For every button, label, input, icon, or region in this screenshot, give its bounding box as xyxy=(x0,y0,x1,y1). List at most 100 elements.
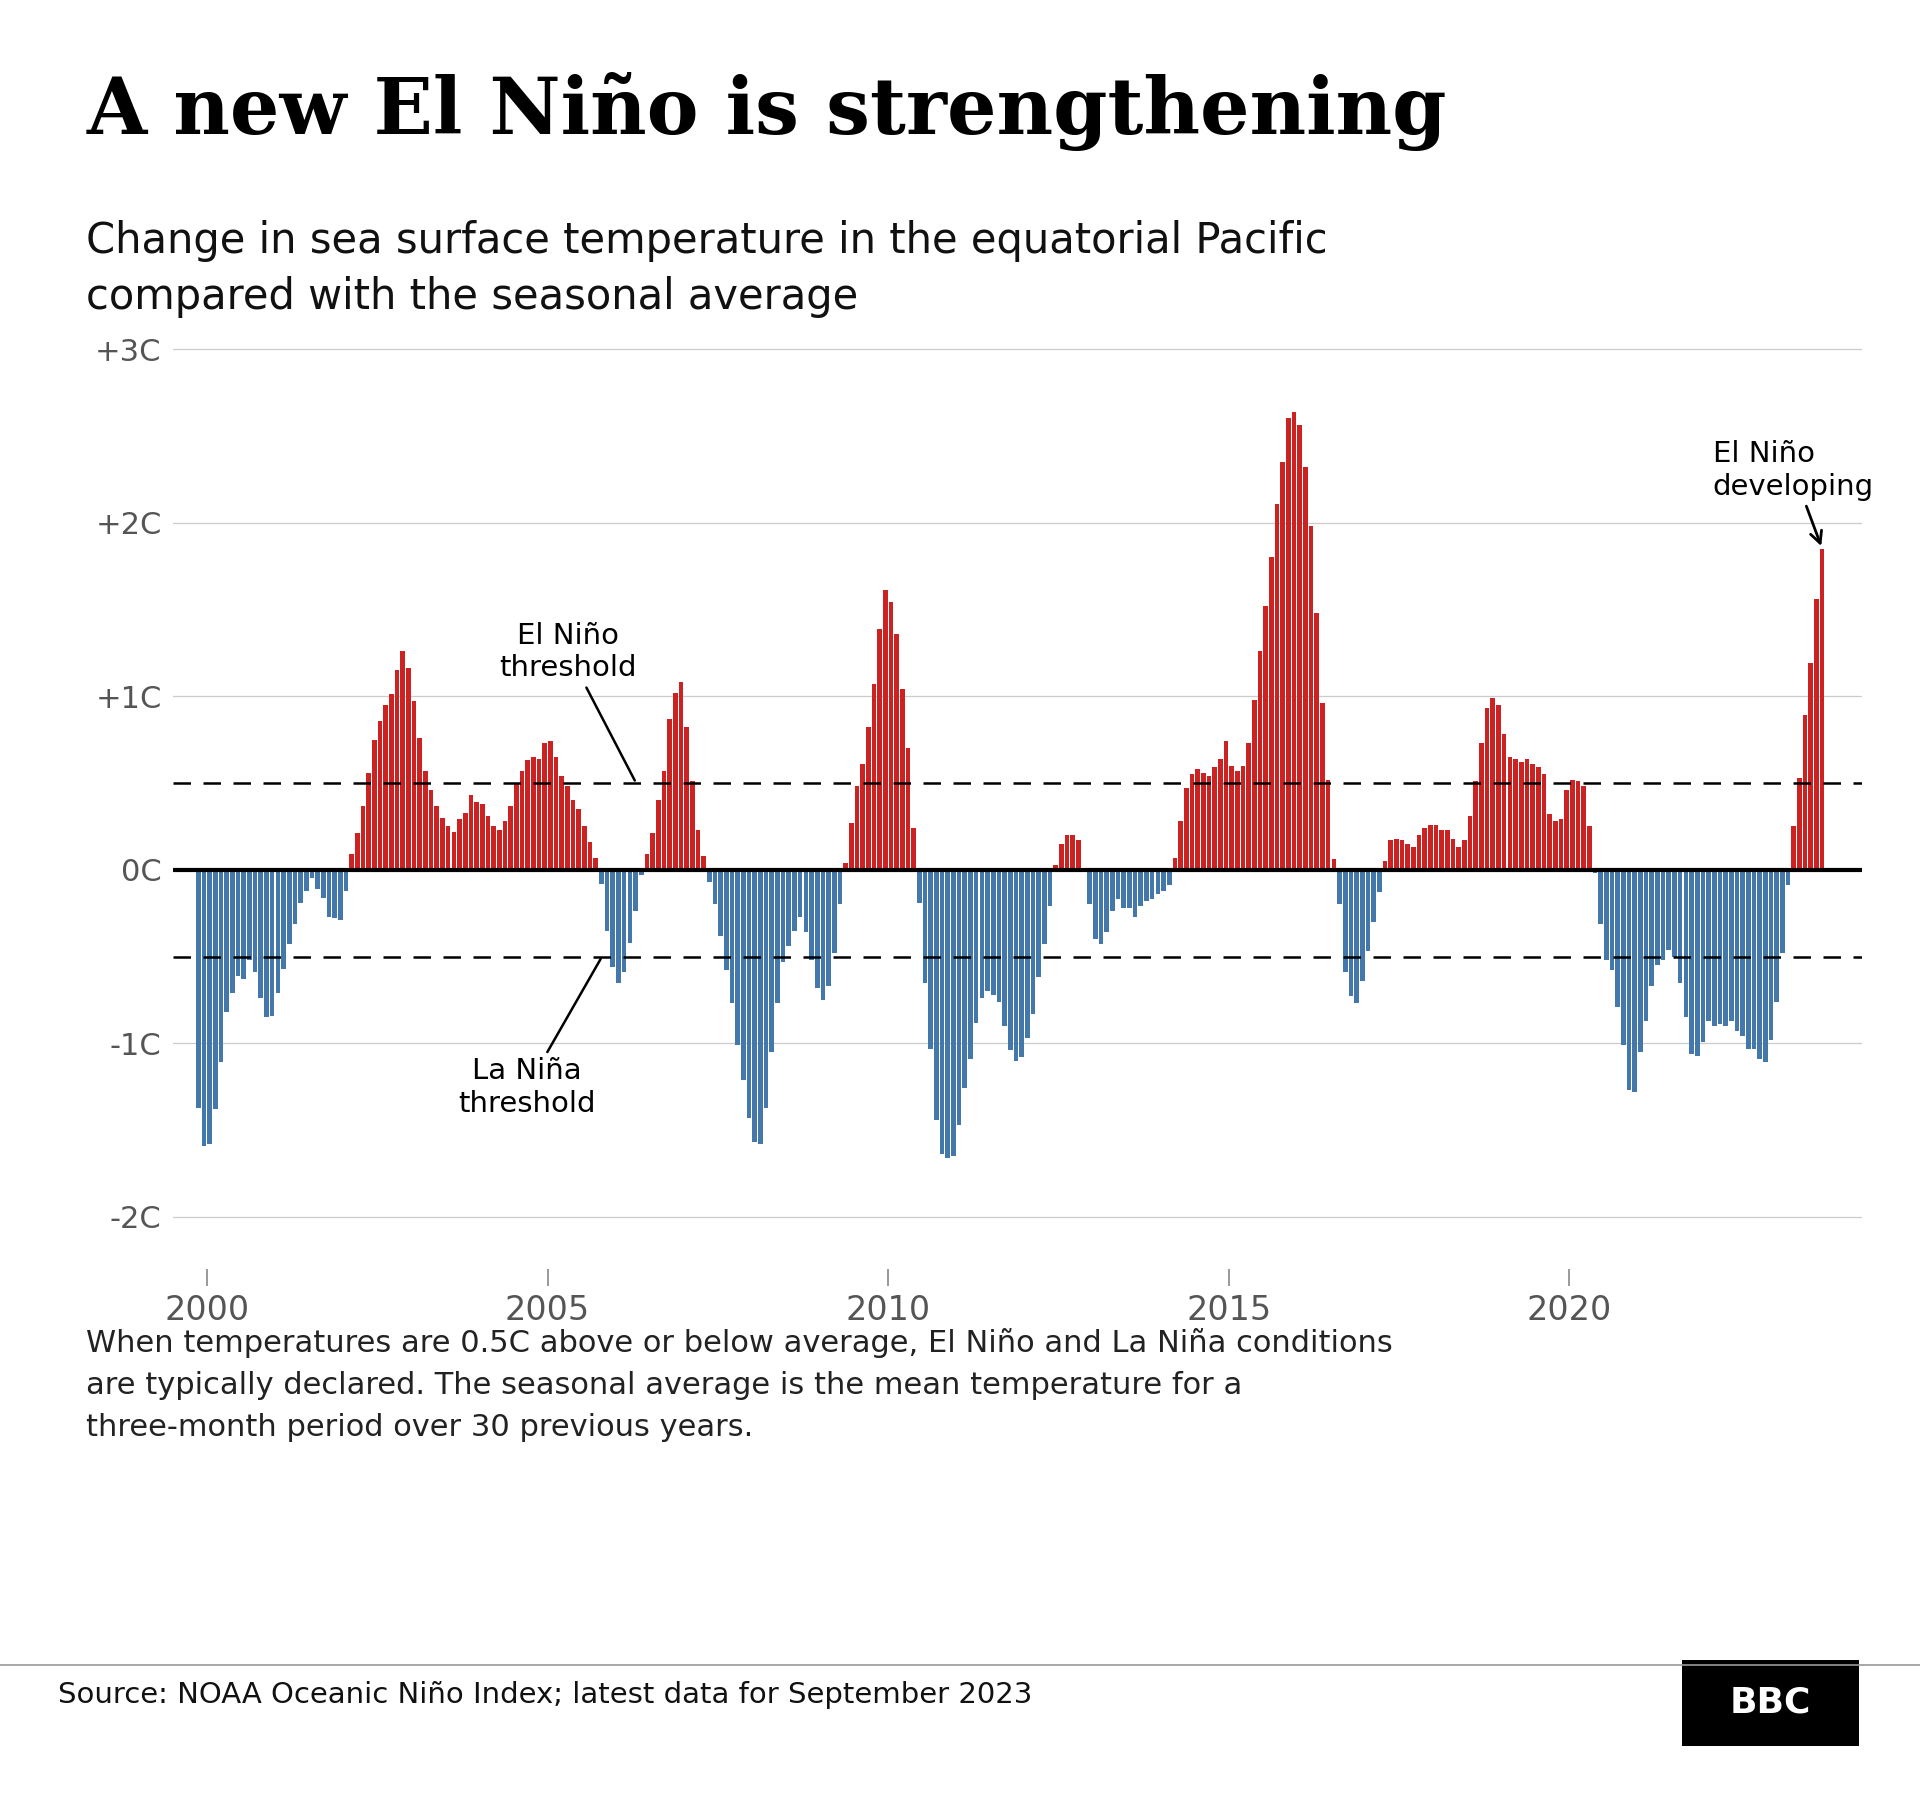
Bar xyxy=(843,862,849,869)
Text: El Niño
developing: El Niño developing xyxy=(1713,441,1874,544)
Bar xyxy=(1609,869,1615,970)
Bar xyxy=(831,869,837,954)
Bar xyxy=(826,869,831,986)
Bar xyxy=(1536,767,1540,869)
Bar xyxy=(248,869,252,959)
Bar xyxy=(935,869,939,1120)
Bar xyxy=(1031,869,1035,1013)
Bar xyxy=(1185,788,1188,869)
Bar xyxy=(724,869,730,970)
Bar xyxy=(657,801,660,869)
Bar xyxy=(1075,841,1081,869)
Bar xyxy=(1394,839,1398,869)
Bar xyxy=(1246,743,1252,869)
Bar xyxy=(701,857,707,869)
Bar xyxy=(1490,698,1496,869)
Bar xyxy=(219,869,223,1062)
Bar xyxy=(1139,869,1142,905)
Bar xyxy=(1054,864,1058,869)
Bar xyxy=(1440,830,1444,869)
Bar xyxy=(730,869,733,1003)
Bar xyxy=(1571,779,1574,869)
Bar xyxy=(1411,848,1415,869)
Bar xyxy=(672,693,678,869)
Bar xyxy=(939,869,945,1154)
Bar xyxy=(718,869,724,936)
Bar xyxy=(1292,412,1296,869)
Bar xyxy=(1507,758,1513,869)
Bar xyxy=(202,869,205,1147)
Bar xyxy=(1452,839,1455,869)
Bar xyxy=(1405,844,1409,869)
Bar xyxy=(973,869,979,1022)
Bar xyxy=(1167,869,1171,886)
Bar xyxy=(883,590,887,869)
Bar xyxy=(651,833,655,869)
Bar xyxy=(1150,869,1154,900)
Bar xyxy=(1724,869,1728,1026)
Bar xyxy=(793,869,797,931)
Bar xyxy=(1269,558,1273,869)
Bar xyxy=(979,869,985,999)
Bar xyxy=(480,805,484,869)
Bar xyxy=(1354,869,1359,1003)
Bar xyxy=(1728,869,1734,1021)
Bar xyxy=(361,806,365,869)
Bar xyxy=(1513,758,1519,869)
Bar xyxy=(1478,743,1484,869)
Bar xyxy=(1235,770,1240,869)
Bar xyxy=(428,790,434,869)
Bar xyxy=(889,603,893,869)
Bar xyxy=(1553,821,1557,869)
Bar xyxy=(396,670,399,869)
Bar xyxy=(1069,835,1075,869)
Bar xyxy=(474,803,478,869)
Bar xyxy=(242,869,246,979)
Bar xyxy=(509,806,513,869)
Bar xyxy=(1672,869,1676,956)
Bar xyxy=(1417,835,1421,869)
Text: Change in sea surface temperature in the equatorial Pacific
compared with the se: Change in sea surface temperature in the… xyxy=(86,220,1329,319)
Bar xyxy=(1190,774,1194,869)
Bar xyxy=(945,869,950,1157)
Bar xyxy=(321,869,326,898)
Bar xyxy=(912,828,916,869)
Bar xyxy=(372,740,376,869)
Bar xyxy=(1530,763,1534,869)
Bar xyxy=(1331,859,1336,869)
Bar xyxy=(526,760,530,869)
Bar xyxy=(457,819,463,869)
Bar xyxy=(645,855,649,869)
Bar xyxy=(781,869,785,961)
Bar xyxy=(1223,742,1229,869)
Bar xyxy=(384,706,388,869)
Bar xyxy=(1678,869,1682,983)
Bar xyxy=(1043,869,1046,945)
Bar xyxy=(538,758,541,869)
Bar xyxy=(434,806,440,869)
Bar xyxy=(1025,869,1029,1039)
Bar xyxy=(872,684,876,869)
Bar xyxy=(1615,869,1620,1006)
Bar xyxy=(1116,869,1121,900)
Bar xyxy=(463,812,467,869)
Bar xyxy=(1309,526,1313,869)
Bar xyxy=(1400,841,1404,869)
Bar xyxy=(787,869,791,947)
Bar xyxy=(1661,869,1665,959)
Bar xyxy=(286,869,292,945)
Bar xyxy=(1786,869,1789,886)
Bar xyxy=(230,869,234,994)
Bar xyxy=(1342,869,1348,972)
Bar xyxy=(770,869,774,1051)
Bar xyxy=(735,869,739,1046)
Bar xyxy=(367,772,371,869)
Text: A new El Niño is strengthening: A new El Niño is strengthening xyxy=(86,72,1448,151)
Bar xyxy=(468,796,472,869)
Bar xyxy=(486,815,490,869)
Bar xyxy=(678,682,684,869)
Bar xyxy=(280,869,286,968)
Text: Source: NOAA Oceanic Niño Index; latest data for September 2023: Source: NOAA Oceanic Niño Index; latest … xyxy=(58,1681,1031,1710)
Bar xyxy=(1359,869,1365,981)
Bar xyxy=(451,832,457,869)
